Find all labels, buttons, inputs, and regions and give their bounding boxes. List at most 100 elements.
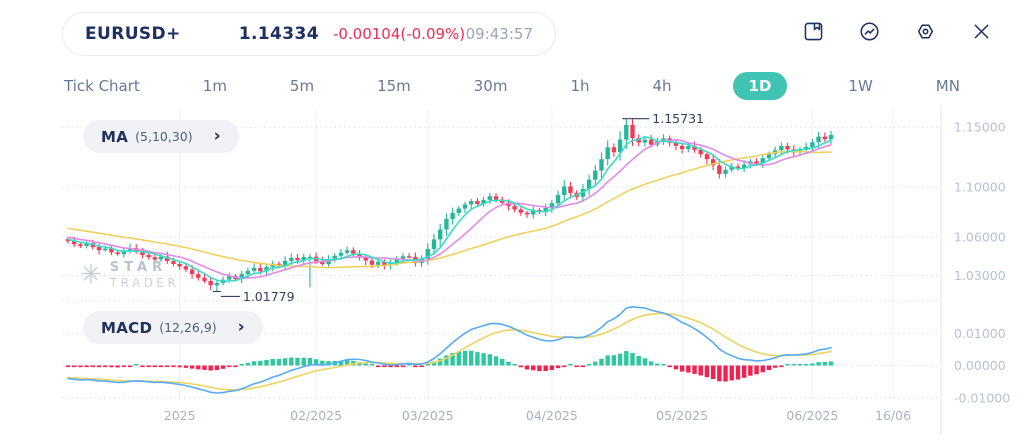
candle-body: [611, 147, 617, 153]
candle-body: [295, 257, 300, 261]
candle-body: [351, 250, 356, 254]
close-button[interactable]: [966, 18, 996, 48]
tab-1w[interactable]: 1W: [846, 72, 874, 100]
tab-1m[interactable]: 1m: [201, 72, 229, 100]
tab-tick-chart[interactable]: Tick Chart: [62, 72, 142, 100]
candle-body: [605, 147, 610, 160]
x-axis-tick-label: 2025: [164, 408, 196, 423]
candle-body: [289, 257, 294, 261]
macd-histogram-bar: [679, 365, 685, 372]
candle-body: [636, 138, 641, 143]
x-axis-tick-label: 02/2025: [290, 408, 342, 423]
macd-axis-tick-label: 0.01000: [954, 326, 1006, 341]
macd-histogram-bar: [406, 363, 412, 366]
macd-histogram-bar: [165, 365, 170, 368]
tab-4h[interactable]: 4h: [650, 72, 673, 100]
candle-body: [673, 142, 679, 146]
candle-body: [810, 142, 815, 148]
candle-body: [822, 136, 827, 140]
macd-histogram-bar: [369, 363, 375, 366]
chevron-right-icon: ›: [213, 126, 221, 146]
candle-body: [264, 266, 269, 272]
macd-histogram-bar: [574, 365, 579, 368]
bookmark-icon: [802, 20, 825, 46]
macd-histogram-bar: [177, 365, 182, 368]
tab-1d[interactable]: 1D: [732, 72, 788, 100]
candle-body: [785, 146, 790, 150]
macd-indicator-button[interactable]: MACD (12,26,9) ›: [83, 311, 263, 344]
tab-30m[interactable]: 30m: [472, 72, 510, 100]
macd-histogram-bar: [543, 365, 548, 371]
macd-line: [67, 306, 832, 394]
macd-histogram-bar: [698, 365, 703, 376]
candle-body: [487, 196, 493, 200]
macd-histogram-bar: [437, 358, 443, 366]
macd-histogram-bar: [320, 360, 325, 366]
macd-histogram-bar: [344, 360, 350, 366]
header-toolbar: [798, 18, 996, 48]
macd-histogram-bar: [450, 353, 455, 366]
macd-histogram-bar: [214, 365, 220, 371]
candle-body: [214, 283, 220, 286]
macd-histogram-bar: [239, 363, 244, 366]
ma-indicator-button[interactable]: MA (5,10,30) ›: [83, 120, 239, 153]
macd-histogram-bar: [636, 355, 641, 366]
x-axis-tick-label: 03/2025: [402, 408, 454, 423]
macd-histogram-bar: [524, 365, 530, 370]
macd-histogram-bar: [202, 365, 207, 370]
candle-body: [493, 196, 499, 200]
candlestick-chart[interactable]: 1.15000 1.10000 1.06000 1.03000 0.01000 0.000…: [0, 105, 1024, 447]
candle-body: [406, 256, 412, 258]
macd-histogram-bar: [326, 361, 331, 366]
x-axis-tick-label: 06/2025: [786, 408, 838, 423]
quote-pill[interactable]: EURUSD+ 1.14334 -0.00104(-0.09%) 09:43:5…: [62, 12, 556, 56]
macd-histogram-bar: [816, 362, 821, 366]
price-axis-tick-label: 1.10000: [954, 180, 1006, 195]
candle-body: [450, 212, 455, 219]
macd-histogram-bar: [413, 365, 418, 368]
macd-histogram-bar: [109, 365, 114, 368]
candle-body: [462, 204, 468, 209]
macd-histogram-bar: [258, 360, 263, 366]
x-axis-tick-label: 16/06: [875, 408, 911, 423]
candle-body: [531, 210, 536, 215]
indicators-button[interactable]: [854, 18, 884, 48]
macd-histogram-bar: [469, 350, 474, 366]
macd-histogram-bar: [338, 360, 344, 366]
tab-1h[interactable]: 1h: [568, 72, 591, 100]
price-axis-tick-label: 1.06000: [954, 229, 1006, 244]
candle-body: [568, 186, 573, 193]
tab-5m[interactable]: 5m: [288, 72, 316, 100]
macd-histogram-bar: [555, 365, 561, 369]
macd-histogram-bar: [735, 365, 741, 380]
macd-histogram-bar: [171, 365, 176, 368]
macd-histogram-bar: [382, 365, 387, 368]
macd-histogram-bar: [779, 365, 784, 368]
candle-body: [444, 218, 449, 230]
macd-histogram-bar: [661, 363, 666, 366]
tab-mn[interactable]: MN: [934, 72, 962, 100]
macd-histogram-bar: [667, 365, 672, 368]
tab-15m[interactable]: 15m: [375, 72, 413, 100]
symbol-name: EURUSD+: [85, 24, 181, 44]
bookmark-button[interactable]: [798, 18, 828, 48]
macd-histogram-bar: [72, 365, 77, 368]
macd-histogram-bar: [251, 361, 257, 366]
candle-body: [152, 257, 158, 260]
low-price-annotation-label: 1.01779: [243, 289, 295, 304]
macd-histogram-bar: [475, 352, 480, 366]
candle-body: [754, 161, 759, 164]
macd-histogram-bar: [624, 351, 629, 366]
candle-body: [338, 252, 344, 256]
candle-body: [239, 274, 244, 280]
candle-body: [171, 261, 176, 265]
candle-body: [704, 154, 710, 160]
macd-histogram-bar: [512, 363, 517, 366]
macd-histogram-bar: [562, 365, 567, 368]
candle-body: [437, 229, 443, 240]
macd-histogram-bar: [425, 363, 430, 366]
macd-histogram-bar: [115, 365, 120, 368]
macd-histogram-bar: [227, 365, 232, 368]
macd-histogram-bar: [785, 363, 790, 366]
settings-button[interactable]: [910, 18, 940, 48]
